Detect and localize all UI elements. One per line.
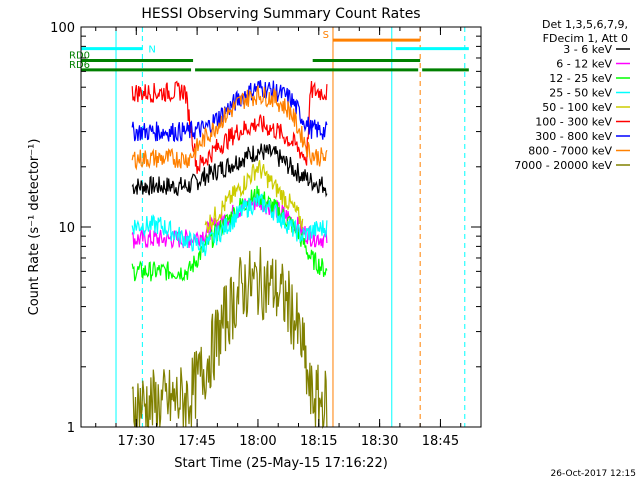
legend-label: 800 - 7000 keV — [528, 145, 612, 158]
series-line — [131, 80, 328, 174]
x-tick-label: 18:30 — [361, 434, 398, 449]
y-tick-label: 1 — [67, 421, 75, 436]
x-axis-label: Start Time (25-May-15 17:16:22) — [174, 456, 388, 471]
y-tick-label: 10 — [58, 221, 75, 236]
y-tick-label: 100 — [50, 21, 75, 36]
flag-label: RD6 — [69, 60, 90, 71]
flag-label: S — [323, 30, 329, 41]
x-tick-label: 18:00 — [239, 434, 276, 449]
x-tick-label: 18:45 — [422, 434, 459, 449]
legend-label: 50 - 100 keV — [542, 101, 612, 114]
x-tick-label: 17:45 — [178, 434, 215, 449]
legend-header: FDecim 1, Att 0 — [543, 32, 628, 45]
legend-label: 12 - 25 keV — [549, 72, 612, 85]
y-axis-label: Count Rate (s⁻¹ detector⁻¹) — [27, 139, 42, 316]
legend-label: 100 - 300 keV — [535, 116, 612, 129]
legend-label: 300 - 800 keV — [535, 130, 612, 143]
legend-header: Det 1,3,5,6,7,9, — [542, 18, 628, 31]
axes: 17:30 17:45 18:00 18:15 18:30 18:45 1 10 100 — [50, 21, 481, 449]
legend-label: 3 - 6 keV — [563, 43, 612, 56]
series-line — [131, 80, 328, 143]
x-tick-label: 17:30 — [118, 434, 155, 449]
flag-label: N — [148, 45, 155, 56]
legend-label: 25 - 50 keV — [549, 87, 612, 100]
series-line — [131, 85, 328, 171]
series-line — [131, 247, 328, 430]
x-tick-label: 18:15 — [300, 434, 337, 449]
flag-label: RD0 — [69, 50, 90, 61]
series-line — [131, 143, 328, 198]
series-line — [131, 193, 328, 257]
legend-label: 6 - 12 keV — [556, 58, 612, 71]
series-line — [204, 160, 304, 233]
chart-title: HESSI Observing Summary Count Rates — [141, 6, 420, 22]
footer-timestamp: 26-Oct-2017 12:15 — [551, 469, 636, 479]
legend-label: 7000 - 20000 keV — [514, 159, 612, 172]
